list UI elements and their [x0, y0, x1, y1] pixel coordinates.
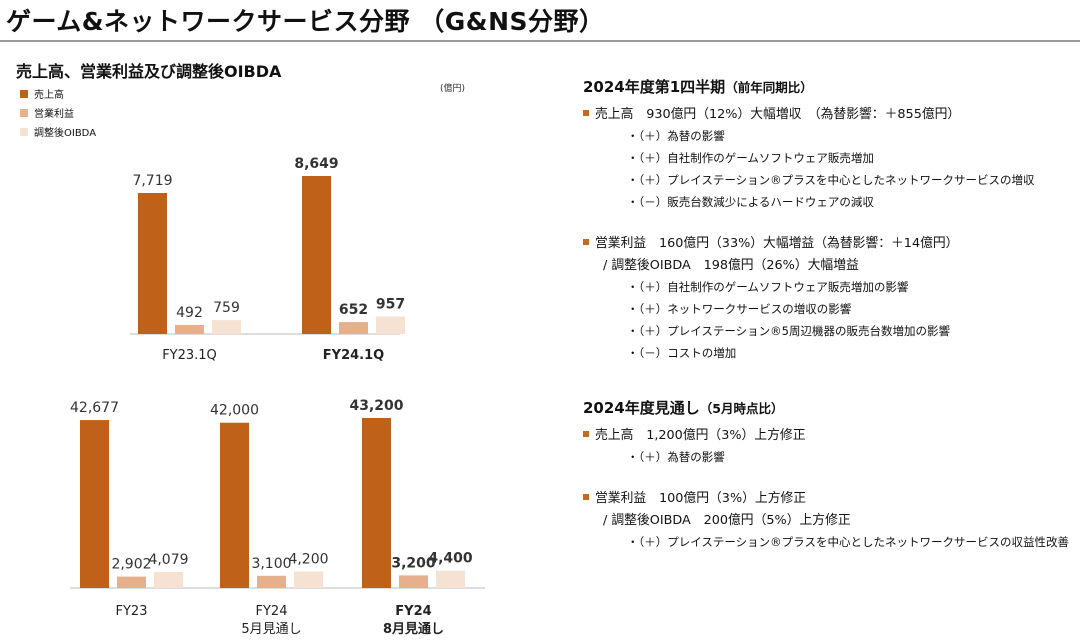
q1-op-bullet: 営業利益 160億円（33%）大幅増益（為替影響：＋14億円） — [583, 232, 1073, 251]
category-label: FY24 — [395, 604, 431, 619]
fy-op-detail: ・（＋）プレイステーション®プラスを中心としたネットワークサービスの収益性改善 — [627, 535, 1069, 549]
data-label-sales: 42,000 — [210, 403, 259, 419]
fy-section-title: 2024年度見通し（5月時点比） — [583, 397, 1073, 418]
q1-sales-detail: ・（－）販売台数減少によるハードウェアの減収 — [627, 195, 874, 209]
legend-label-sales: 売上高 — [34, 90, 64, 101]
data-label-oibda: 4,400 — [428, 551, 473, 567]
bar-operating-income — [257, 575, 286, 588]
bar-operating-income — [339, 322, 368, 334]
data-label-operating-income: 3,100 — [251, 556, 291, 572]
bar-oibda — [436, 570, 465, 588]
bar-oibda — [212, 320, 241, 334]
fy-title-paren: （5月時点比） — [699, 401, 784, 416]
legend-label-oibda: 調整後OIBDA — [34, 128, 97, 139]
bar-charts: 7,719 492 759 FY23.1Q 8,649 652 957 FY24.1Q 42,… — [70, 156, 485, 637]
data-label-sales: 8,649 — [294, 156, 338, 172]
q1-sales-text: 売上高 930億円（12%）大幅増収 （為替影響：＋855億円） — [595, 107, 961, 122]
legend-item-oibda: 調整後OIBDA — [20, 122, 96, 141]
page-title: ゲーム&ネットワークサービス分野 （G&NS分野） — [6, 7, 605, 36]
fy-op-text: 営業利益 100億円（3%）上方修正 — [595, 491, 807, 506]
bullet-square-icon — [583, 109, 589, 116]
category-label: FY24.1Q — [323, 348, 384, 363]
bar-sales — [302, 176, 331, 334]
legend-item-operating-income: 営業利益 — [20, 103, 96, 122]
bar-sales — [220, 422, 249, 588]
data-label-oibda: 759 — [213, 300, 240, 316]
data-label-sales: 43,200 — [349, 398, 403, 414]
category-sublabel: 5月見通し — [241, 622, 301, 637]
chart-legend: 売上高 営業利益 調整後OIBDA — [20, 84, 96, 141]
data-label-sales: 7,719 — [132, 173, 172, 189]
q1-sales-detail: ・（＋）為替の影響 — [627, 129, 725, 143]
fy-sales-detail: ・（＋）為替の影響 — [627, 450, 725, 464]
data-label-operating-income: 2,902 — [111, 557, 151, 573]
data-label-operating-income: 3,200 — [391, 555, 436, 571]
q1-sales-detail: ・（＋）プレイステーション®プラスを中心としたネットワークサービスの増収 — [627, 173, 1035, 187]
bar-oibda — [154, 571, 183, 588]
bar-sales — [362, 418, 391, 588]
category-label: FY23 — [116, 604, 148, 619]
category-label: FY23.1Q — [162, 348, 217, 363]
data-label-oibda: 4,079 — [148, 552, 188, 568]
q1-op-detail: ・（－）コストの増加 — [627, 346, 737, 360]
bullet-square-icon — [583, 238, 589, 245]
data-label-operating-income: 652 — [339, 302, 368, 318]
category-label: FY24 — [256, 604, 288, 619]
data-label-sales: 42,677 — [70, 400, 119, 416]
chart-section-title: 売上高、営業利益及び調整後OIBDA — [16, 62, 282, 81]
title-divider — [0, 40, 1080, 42]
q1-section-title: 2024年度第1四半期（前年同期比） — [583, 76, 1073, 97]
q1-sales-detail: ・（＋）自社制作のゲームソフトウェア販売増加 — [627, 151, 874, 165]
legend-swatch-sales — [20, 89, 28, 98]
bullet-square-icon — [583, 493, 589, 500]
data-label-oibda: 4,200 — [288, 551, 328, 567]
commentary-panel: 2024年度第1四半期（前年同期比） 売上高 930億円（12%）大幅増収 （為… — [583, 76, 1073, 550]
unit-label: (億円) — [440, 84, 466, 94]
q1-op-text: 営業利益 160億円（33%）大幅増益（為替影響：＋14億円） — [595, 236, 959, 251]
q1-sales-bullet: 売上高 930億円（12%）大幅増収 （為替影響：＋855億円） — [583, 103, 1073, 122]
bar-oibda — [294, 571, 323, 588]
bar-sales — [80, 420, 109, 588]
bar-operating-income — [175, 325, 204, 334]
q1-title-paren: （前年同期比） — [725, 80, 813, 95]
fy-sales-bullet: 売上高 1,200億円（3%）上方修正 — [583, 424, 1073, 443]
legend-swatch-operating-income — [20, 108, 28, 117]
category-sublabel: 8月見通し — [383, 621, 444, 637]
fy-title: 2024年度見通し — [583, 399, 700, 417]
data-label-oibda: 957 — [376, 297, 405, 313]
bar-sales — [138, 192, 167, 334]
fy-oibda-text: / 調整後OIBDA 200億円（5%）上方修正 — [603, 513, 851, 528]
q1-op-detail: ・（＋）ネットワークサービスの増収の影響 — [627, 302, 852, 316]
fy-sales-text: 売上高 1,200億円（3%）上方修正 — [595, 428, 806, 443]
bar-operating-income — [399, 575, 428, 588]
bullet-square-icon — [583, 430, 589, 437]
q1-oibda-text: / 調整後OIBDA 198億円（26%）大幅増益 — [603, 258, 859, 273]
legend-item-sales: 売上高 — [20, 84, 96, 103]
q1-title: 2024年度第1四半期 — [583, 78, 726, 96]
quarterly-bar-chart: 7,719 492 759 FY23.1Q 8,649 652 957 FY24.1Q — [130, 156, 405, 363]
legend-swatch-oibda — [20, 127, 28, 136]
q1-op-detail: ・（＋）プレイステーション®5周辺機器の販売台数増加の影響 — [627, 324, 950, 338]
fy-op-bullet: 営業利益 100億円（3%）上方修正 — [583, 487, 1073, 506]
bar-oibda — [376, 316, 405, 334]
data-label-operating-income: 492 — [176, 305, 203, 321]
q1-op-detail: ・（＋）自社制作のゲームソフトウェア販売増加の影響 — [627, 280, 909, 294]
bar-operating-income — [117, 576, 146, 588]
legend-label-operating-income: 営業利益 — [34, 109, 74, 120]
